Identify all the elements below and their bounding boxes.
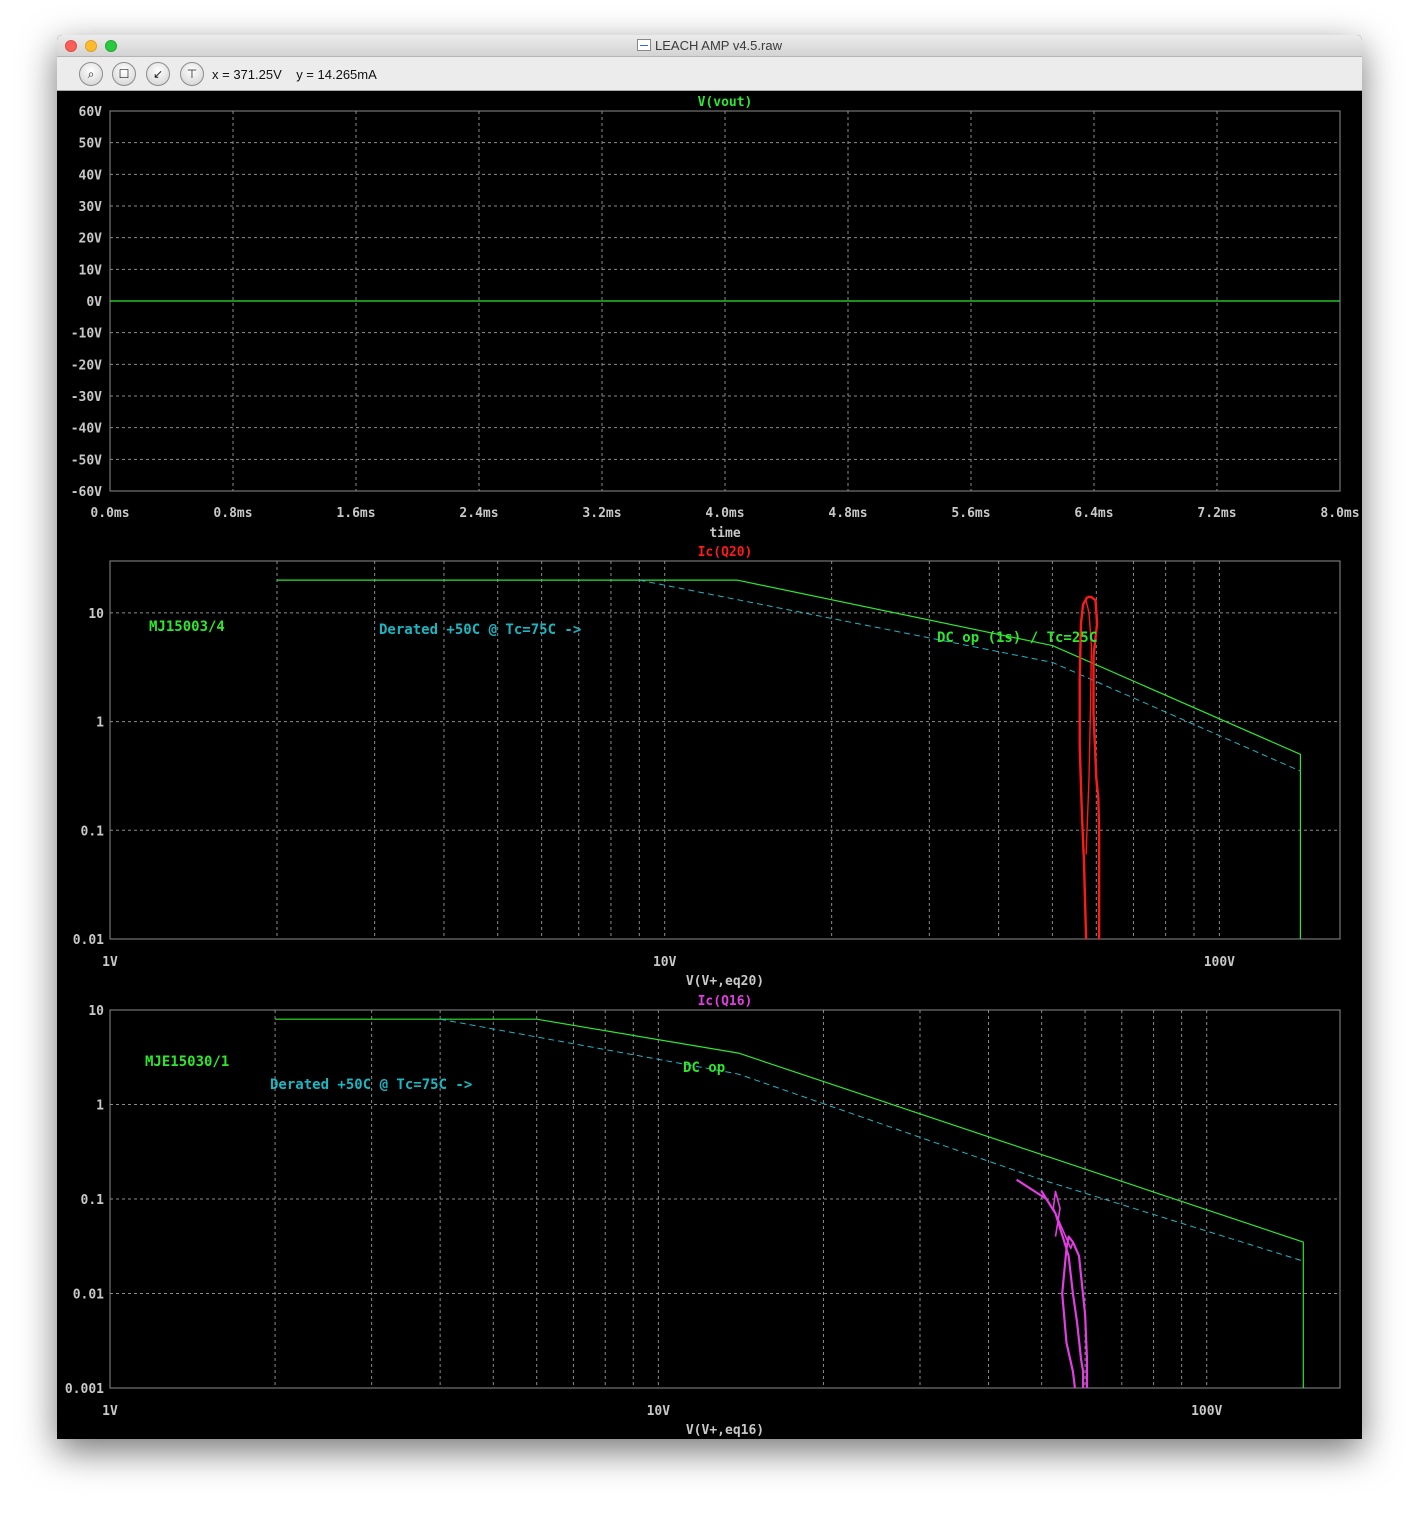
cursor-icon[interactable]: ⊤ bbox=[180, 62, 204, 86]
y-tick-label: 1 bbox=[96, 1099, 104, 1114]
x-tick-label: 5.6ms bbox=[951, 506, 990, 521]
soa-limit-line bbox=[440, 1018, 1304, 1262]
y-tick-label: -20V bbox=[71, 358, 102, 373]
y-tick-label: 1 bbox=[96, 716, 104, 731]
device-label: MJ15003/4 bbox=[149, 619, 225, 635]
y-tick-label: -30V bbox=[71, 390, 102, 405]
x-axis-label: V(V+,eq20) bbox=[686, 974, 764, 989]
y-tick-label: -10V bbox=[71, 327, 102, 342]
waveform-file-icon bbox=[637, 39, 652, 51]
y-tick-label: 0.001 bbox=[65, 1382, 104, 1397]
x-tick-label: 100V bbox=[1191, 1404, 1222, 1419]
y-tick-label: 40V bbox=[79, 168, 103, 183]
x-tick-label: 4.0ms bbox=[705, 506, 744, 521]
x-tick-label: 0.0ms bbox=[90, 506, 129, 521]
load-line-trace bbox=[1085, 600, 1093, 855]
x-tick-label: 1V bbox=[102, 955, 118, 970]
plot-frame bbox=[109, 560, 1341, 940]
derated-label: Derated +50C @ Tc=75C -> bbox=[379, 622, 581, 638]
x-tick-label: 4.8ms bbox=[828, 506, 867, 521]
y-tick-label: 0V bbox=[86, 295, 102, 310]
trace-title: V(vout) bbox=[698, 95, 753, 110]
derated-label: Derated +50C @ Tc=75C -> bbox=[270, 1077, 472, 1093]
trace-title: Ic(Q16) bbox=[698, 994, 753, 1009]
dc-op-label: DC op bbox=[683, 1060, 725, 1076]
y-tick-label: -40V bbox=[71, 422, 102, 437]
load-line-trace bbox=[1078, 596, 1089, 940]
y-tick-label: 20V bbox=[79, 232, 103, 247]
autorange-icon[interactable]: ☐ bbox=[112, 62, 136, 86]
y-tick-label: 50V bbox=[79, 137, 103, 152]
y-tick-label: 10 bbox=[88, 607, 104, 622]
window-title: LEACH AMP v4.5.raw bbox=[655, 38, 782, 53]
device-label: MJE15030/1 bbox=[145, 1054, 229, 1070]
pan-icon[interactable]: ↙ bbox=[146, 62, 170, 86]
cursor-readout: x = 371.25V y = 14.265mA bbox=[212, 67, 377, 82]
y-tick-label: 30V bbox=[79, 200, 103, 215]
minimize-window-button[interactable] bbox=[85, 40, 97, 52]
x-tick-label: 8.0ms bbox=[1320, 506, 1359, 521]
soa-limit-line bbox=[275, 1018, 1304, 1388]
soa-limit-line bbox=[639, 579, 1301, 772]
zoom-window-button[interactable] bbox=[105, 40, 117, 52]
x-tick-label: 10V bbox=[653, 955, 677, 970]
load-line-trace bbox=[1087, 595, 1101, 939]
y-tick-label: 0.1 bbox=[81, 1193, 105, 1208]
dc-op-label: DC op (1s) / Tc=25C bbox=[937, 630, 1097, 646]
trace-title: Ic(Q20) bbox=[698, 545, 753, 560]
load-line-trace bbox=[1061, 1235, 1089, 1389]
x-axis-label: time bbox=[709, 526, 740, 541]
waveform-viewer-window: LEACH AMP v4.5.raw ⌕ ☐ ↙ ⊤ x = 371.25V y… bbox=[57, 35, 1362, 1439]
y-tick-label: 0.01 bbox=[73, 1288, 104, 1303]
x-tick-label: 0.8ms bbox=[213, 506, 252, 521]
y-tick-label: 10 bbox=[88, 1004, 104, 1019]
load-line-trace bbox=[1016, 1178, 1085, 1388]
zoom-icon[interactable]: ⌕ bbox=[79, 62, 103, 86]
y-tick-label: -60V bbox=[71, 485, 102, 500]
x-tick-label: 6.4ms bbox=[1074, 506, 1113, 521]
soa-limit-line bbox=[277, 579, 1302, 939]
x-axis-label: V(V+,eq16) bbox=[686, 1423, 764, 1438]
y-tick-label: 0.1 bbox=[81, 824, 105, 839]
y-tick-label: 10V bbox=[79, 263, 103, 278]
y-tick-label: 0.01 bbox=[73, 933, 104, 948]
close-window-button[interactable] bbox=[65, 40, 77, 52]
y-tick-label: 60V bbox=[79, 105, 103, 120]
x-tick-label: 2.4ms bbox=[459, 506, 498, 521]
x-tick-label: 10V bbox=[647, 1404, 671, 1419]
plot-area[interactable]: 0.0ms 0.8ms 1.6ms 2.4ms 3.2ms 4.0ms 4.8ms 5.6ms… bbox=[57, 91, 1362, 1439]
x-tick-label: 100V bbox=[1204, 955, 1235, 970]
y-tick-label: -50V bbox=[71, 453, 102, 468]
load-line-trace bbox=[1052, 1190, 1074, 1250]
toolbar: ⌕ ☐ ↙ ⊤ x = 371.25V y = 14.265mA bbox=[57, 57, 1362, 91]
x-tick-label: 1V bbox=[102, 1404, 118, 1419]
x-tick-label: 1.6ms bbox=[336, 506, 375, 521]
title-bar: LEACH AMP v4.5.raw bbox=[57, 35, 1362, 57]
x-tick-label: 3.2ms bbox=[582, 506, 621, 521]
x-tick-label: 7.2ms bbox=[1197, 506, 1236, 521]
